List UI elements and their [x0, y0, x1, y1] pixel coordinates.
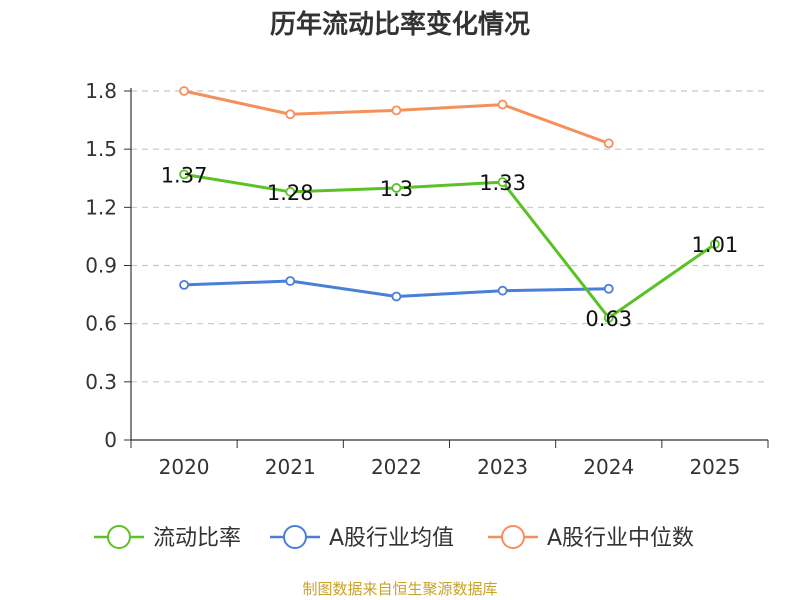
- y-tick-label: 0.3: [85, 370, 117, 394]
- data-point[interactable]: [179, 86, 189, 96]
- data-label: 0.63: [585, 307, 632, 331]
- data-point[interactable]: [285, 109, 296, 120]
- axes: 0 0.3 0.6 0.9 1.2 1.5 1.8 2020 2021 2022 2023 2024 2…: [85, 79, 769, 479]
- data-point[interactable]: [391, 291, 402, 302]
- source-note: 制图数据来自恒生聚源数据库: [302, 580, 497, 598]
- y-tick-label: 0.6: [85, 312, 117, 336]
- grid: [131, 90, 768, 383]
- data-label: 1.37: [161, 163, 208, 187]
- x-tick-label: 2025: [689, 455, 740, 479]
- y-tick-label: 1.5: [85, 137, 117, 161]
- data-label: 1.28: [267, 181, 314, 205]
- data-label: 1.01: [692, 233, 739, 257]
- legend-marker: [501, 525, 525, 549]
- y-tick-label: 1.8: [85, 79, 117, 103]
- x-tick-label: 2022: [371, 455, 422, 479]
- data-labels: 1.37 1.28 1.3 1.33 0.63 1.01: [161, 163, 739, 330]
- legend-label: A股行业均值: [329, 526, 454, 551]
- x-tick-label: 2020: [159, 455, 210, 479]
- data-point[interactable]: [391, 105, 402, 116]
- legend-item[interactable]: 流动比率: [94, 525, 241, 551]
- legend-label: A股行业中位数: [547, 526, 694, 551]
- legend-marker: [283, 525, 307, 549]
- data-point[interactable]: [497, 285, 508, 296]
- x-tick-label: 2021: [265, 455, 316, 479]
- data-point[interactable]: [285, 276, 296, 286]
- data-point[interactable]: [497, 177, 508, 188]
- data-point[interactable]: [603, 283, 614, 294]
- series-layer: [179, 86, 720, 323]
- y-tick-label: 1.2: [85, 195, 117, 219]
- legend[interactable]: 流动比率 A股行业均值 A股行业中位数: [94, 525, 694, 551]
- y-tick-label: 0.9: [85, 254, 117, 278]
- data-point[interactable]: [179, 169, 189, 180]
- chart-title: 历年流动比率变化情况: [270, 9, 530, 40]
- data-point[interactable]: [603, 138, 614, 149]
- series-line: [182, 172, 717, 320]
- data-point[interactable]: [285, 186, 296, 197]
- series-line: [182, 89, 611, 145]
- data-point[interactable]: [603, 312, 614, 323]
- data-label: 1.33: [479, 171, 526, 195]
- x-tick-label: 2023: [477, 455, 528, 479]
- data-point[interactable]: [179, 279, 189, 290]
- legend-label: 流动比率: [153, 526, 241, 551]
- data-label: 1.3: [380, 177, 413, 201]
- x-tick-label: 2024: [583, 455, 634, 479]
- legend-marker: [107, 525, 131, 549]
- data-point[interactable]: [710, 239, 720, 250]
- data-point[interactable]: [497, 99, 508, 110]
- data-point[interactable]: [391, 183, 402, 193]
- y-tick-label: 0: [104, 428, 117, 452]
- legend-item[interactable]: A股行业均值: [270, 525, 454, 551]
- legend-item[interactable]: A股行业中位数: [488, 525, 694, 551]
